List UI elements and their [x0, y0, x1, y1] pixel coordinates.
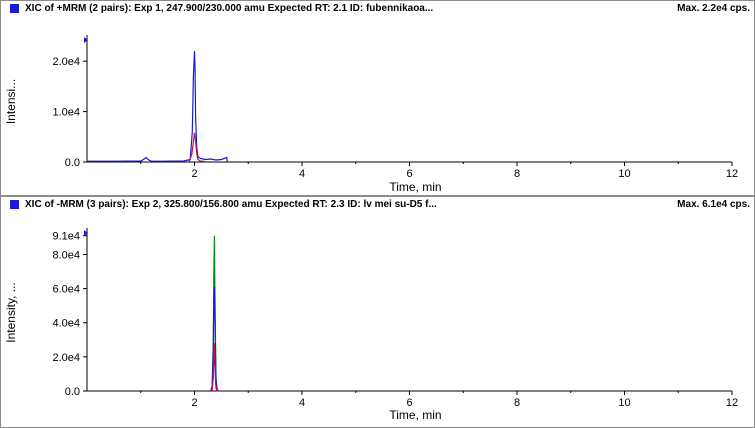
series-line-2 — [210, 286, 220, 392]
max-intensity-label: Max. 6.1e4 cps. — [677, 199, 750, 210]
x-tick-label: 4 — [299, 168, 305, 180]
y-tick-label: 1.0e4 — [52, 107, 80, 119]
pane-header: XIC of +MRM (2 pairs): Exp 1, 247.900/23… — [1, 1, 754, 19]
y-tick-label: 8.0e4 — [52, 249, 80, 261]
x-tick-label: 2 — [191, 168, 197, 180]
x-tick-label: 2 — [191, 397, 197, 409]
y-axis-arrow-icon — [84, 230, 88, 236]
x-axis-label: Time, min — [389, 180, 441, 194]
x-axis-label: Time, min — [389, 408, 441, 422]
x-tick-label: 10 — [618, 397, 630, 409]
y-axis-arrow-icon — [84, 37, 88, 43]
trace-color-marker — [10, 200, 19, 209]
x-tick-label: 10 — [618, 168, 630, 180]
x-tick-label: 12 — [726, 168, 738, 180]
pane-title: XIC of +MRM (2 pairs): Exp 1, 247.900/23… — [25, 3, 434, 14]
x-tick-label: 8 — [514, 397, 520, 409]
chromatogram-pane-1[interactable]: XIC of +MRM (2 pairs): Exp 1, 247.900/23… — [0, 0, 755, 196]
xic-plot[interactable]: 2 4 6 8 10 12 0.0 1.0e4 2.0e4 Time, min Intensi... — [1, 1, 754, 195]
series-line-1 — [87, 51, 228, 163]
x-tick-label: 4 — [299, 397, 305, 409]
x-tick-label: 6 — [406, 397, 412, 409]
y-axis-label: Intensity, ... — [4, 282, 18, 342]
y-tick-label: 2.0e4 — [52, 352, 80, 364]
xic-plot[interactable]: 2 4 6 8 10 12 0.0 2.0e4 4.0e4 6.0e4 8.0e4 9.1e4 Time… — [1, 197, 754, 427]
x-tick-label: 12 — [726, 397, 738, 409]
y-tick-label: 4.0e4 — [52, 318, 80, 330]
y-tick-label: 0.0 — [65, 157, 80, 169]
x-tick-label: 8 — [514, 168, 520, 180]
x-tick-label: 6 — [406, 168, 412, 180]
series-line-2 — [188, 132, 206, 163]
chromatogram-pane-2[interactable]: XIC of -MRM (3 pairs): Exp 2, 325.800/15… — [0, 196, 755, 428]
y-tick-label: 6.0e4 — [52, 284, 80, 296]
y-tick-label: 2.0e4 — [52, 56, 80, 68]
y-tick-label: 0.0 — [65, 386, 80, 398]
y-tick-label: 9.1e4 — [52, 231, 80, 243]
max-intensity-label: Max. 2.2e4 cps. — [677, 3, 750, 14]
pane-title: XIC of -MRM (3 pairs): Exp 2, 325.800/15… — [25, 199, 437, 210]
trace-color-marker — [10, 4, 19, 13]
y-axis-label: Intensi... — [4, 79, 18, 124]
pane-header: XIC of -MRM (3 pairs): Exp 2, 325.800/15… — [1, 197, 754, 215]
series-line-3 — [210, 343, 219, 392]
